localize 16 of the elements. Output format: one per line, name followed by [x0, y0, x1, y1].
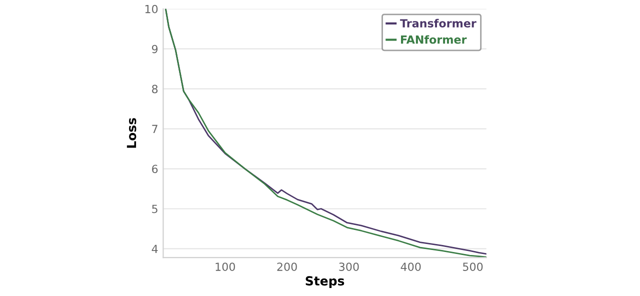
- legend-label: FANformer: [401, 35, 467, 44]
- x-tick-label: 100: [216, 262, 235, 271]
- x-tick-label: 400: [400, 262, 421, 271]
- y-tick-label: 6: [152, 164, 158, 174]
- x-tick-label: 300: [339, 262, 359, 271]
- y-axis-title: Loss: [126, 118, 136, 148]
- y-tick-label: 5: [152, 204, 158, 214]
- x-tick-label: 200: [277, 262, 297, 271]
- y-tick-label: 9: [152, 44, 158, 54]
- x-tick-label: 500: [463, 262, 483, 271]
- x-axis-title: Steps: [306, 276, 344, 288]
- y-tick-label: 8: [152, 84, 158, 94]
- legend-label: Transformer: [400, 18, 476, 28]
- y-tick-label: 10: [145, 4, 158, 14]
- y-tick-label: 7: [152, 124, 158, 134]
- y-tick-label: 4: [152, 244, 158, 253]
